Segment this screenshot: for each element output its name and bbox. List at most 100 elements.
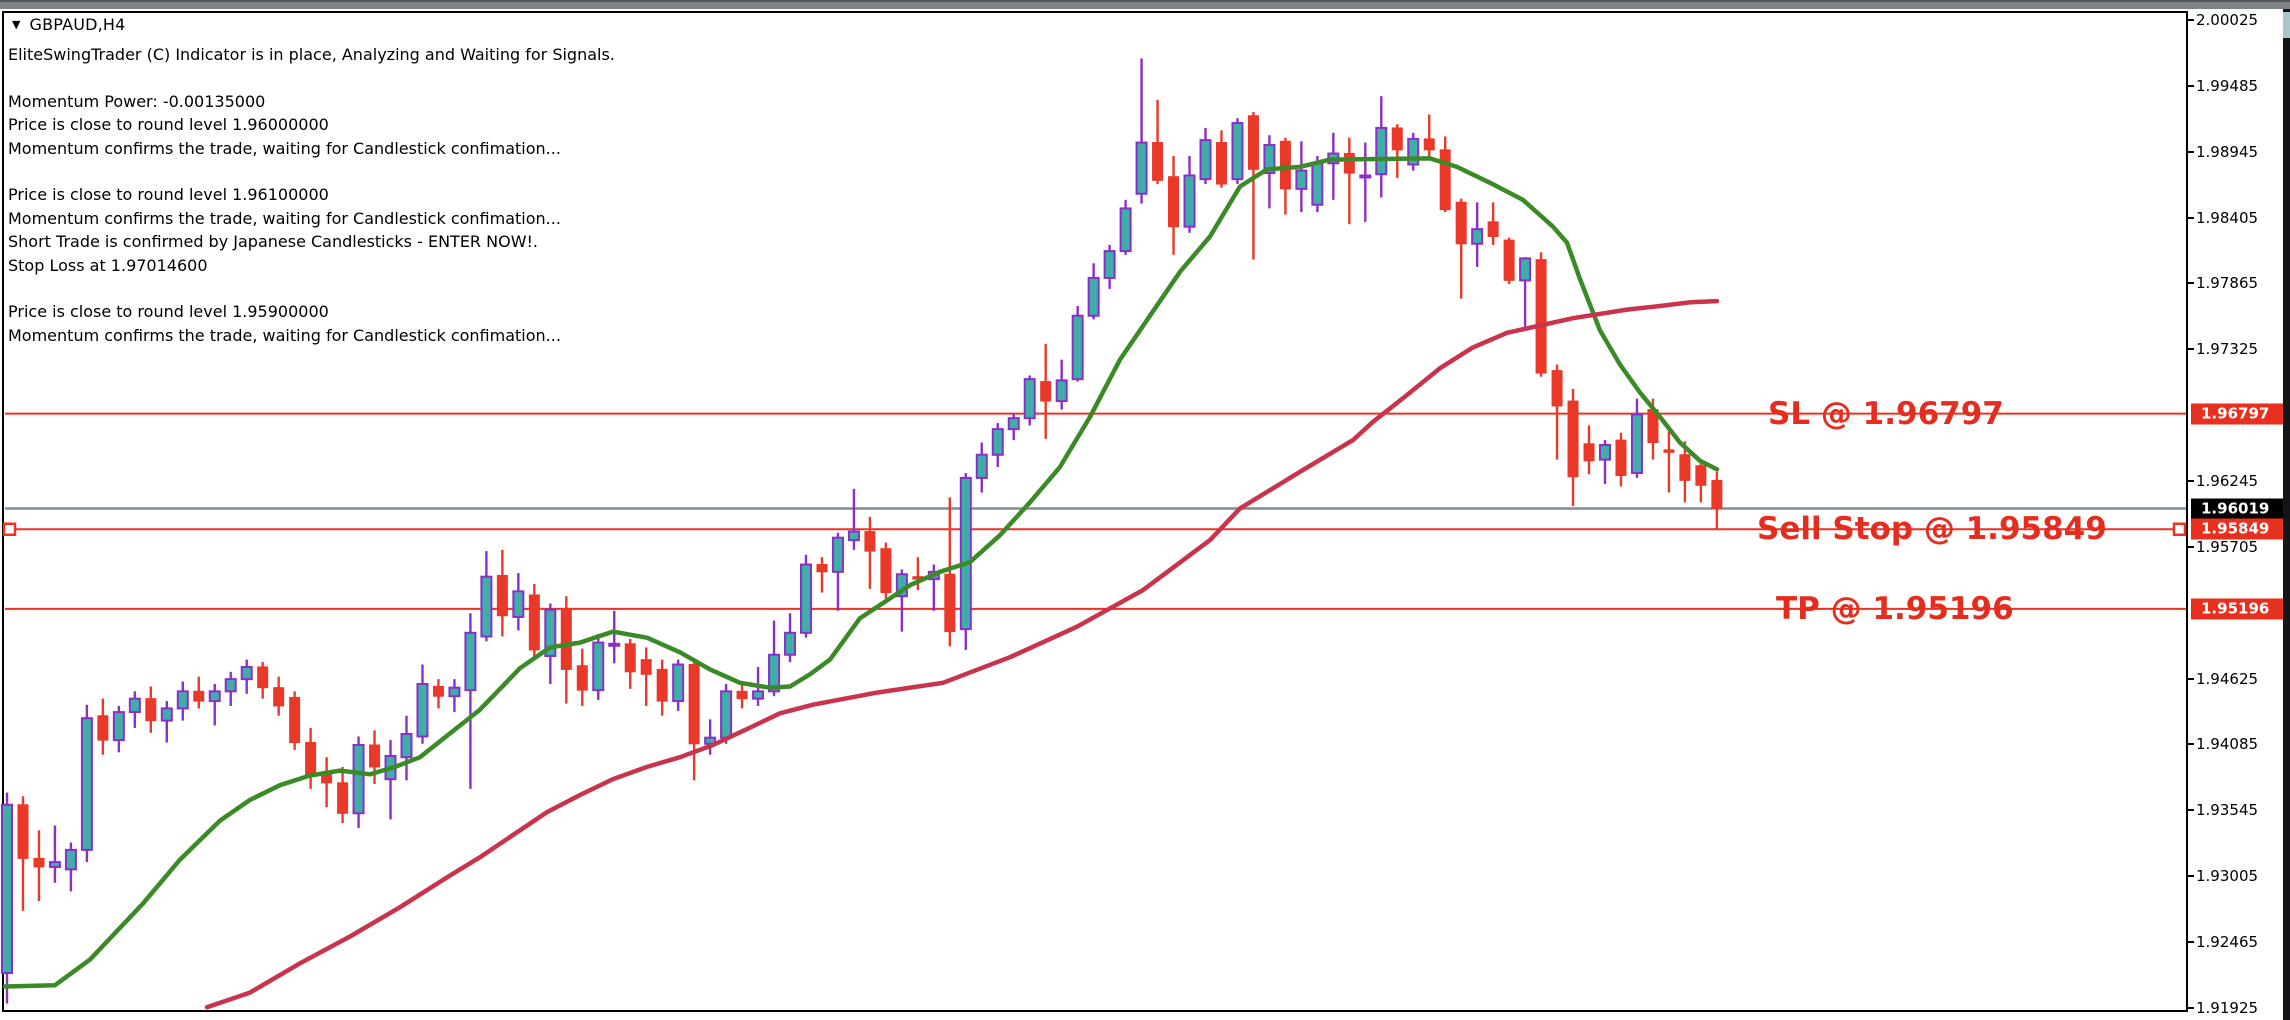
- axis-tick: [2186, 545, 2194, 548]
- candle-body-bull: [1119, 207, 1132, 253]
- indicator-comment-line: Price is close to round level 1.95900000: [8, 302, 329, 322]
- scrollbar-thumb[interactable]: [2283, 12, 2290, 38]
- candle-body-bull: [1007, 417, 1020, 431]
- candle-body-bull: [1295, 169, 1308, 190]
- candle-body-bull: [544, 608, 557, 657]
- axis-tick: [2186, 875, 2194, 878]
- candle-body-bear: [1215, 142, 1227, 185]
- candle-body-bear: [816, 564, 828, 573]
- candle-body-bull: [672, 663, 685, 703]
- candle-body-bear: [1168, 176, 1180, 228]
- candle-body-bear: [864, 531, 876, 552]
- axis-tick: [2186, 348, 2194, 351]
- candle-body-bear: [145, 698, 157, 722]
- indicator-comment-line: Momentum confirms the trade, waiting for…: [8, 325, 561, 345]
- candle-body-bear: [656, 668, 668, 702]
- sell-stop-handle[interactable]: [2, 522, 17, 537]
- candle-body-bull: [1407, 137, 1420, 166]
- axis-tick-label: 1.97325: [2196, 340, 2259, 359]
- axis-tick-label: 1.98945: [2196, 142, 2259, 161]
- candle-wick: [820, 557, 824, 593]
- candle-wick: [165, 701, 168, 743]
- trade-level-label: Sell Stop @ 1.95849: [1757, 511, 2107, 548]
- axis-tick: [2186, 677, 2194, 680]
- candle-body-bull: [208, 690, 221, 703]
- axis-tick-label: 1.91925: [2196, 998, 2259, 1017]
- candle-body-bear: [1455, 201, 1467, 245]
- candle-body-bull: [448, 686, 461, 698]
- candle-body-bear: [1247, 115, 1259, 170]
- candle-body-bear: [1551, 370, 1563, 407]
- candle-body-bull: [975, 453, 988, 479]
- candle-body-bear: [1503, 239, 1515, 281]
- candle-body-bull: [464, 631, 477, 692]
- candle-wick: [1140, 58, 1143, 204]
- axis-tick-label: 1.98405: [2196, 208, 2259, 227]
- candle-body-bear: [1583, 443, 1595, 462]
- trade-level-label: TP @ 1.95196: [1776, 590, 2014, 627]
- candle-body-bull: [752, 690, 765, 700]
- candle-body-bull: [112, 711, 125, 742]
- candle-body-bull: [1263, 143, 1276, 175]
- candle-body-bear: [1615, 439, 1627, 476]
- indicator-comment-line: Momentum Power: -0.00135000: [8, 91, 266, 111]
- down-triangle-icon[interactable]: ▼: [12, 18, 21, 31]
- candle-body-bear: [528, 594, 540, 651]
- price-axis-line: [2186, 11, 2188, 1012]
- vertical-scrollbar[interactable]: [2283, 9, 2290, 1020]
- candle-body-bull: [1023, 378, 1036, 420]
- candle-body-bull: [1359, 174, 1372, 179]
- candle-body-bear: [944, 573, 956, 633]
- axis-tick-label: 1.93005: [2196, 867, 2259, 886]
- candle-body-bear: [496, 574, 508, 617]
- axis-tick: [2186, 19, 2194, 21]
- candle-body-bull: [1519, 257, 1532, 282]
- indicator-comment-line: Stop Loss at 1.97014600: [8, 255, 208, 275]
- axis-tick-label: 1.95705: [2196, 537, 2259, 556]
- candle-body-bull: [1599, 443, 1611, 461]
- candle-wick: [1252, 112, 1255, 260]
- candle-body-bull: [224, 678, 237, 693]
- candle-body-bull: [480, 575, 493, 638]
- candle-body-bull: [592, 641, 605, 692]
- candle-body-bear: [624, 643, 636, 673]
- candle-body-bear: [1535, 259, 1547, 374]
- candle-body-bull: [80, 717, 93, 851]
- candle-body-bear: [640, 659, 652, 675]
- candle-body-bull: [1087, 276, 1100, 317]
- axis-tick: [2186, 282, 2194, 285]
- candle-body-bear: [1391, 127, 1403, 151]
- chart-border-top: [2, 11, 2188, 13]
- candle-body-bull: [64, 848, 77, 871]
- indicator-comment-line: Short Trade is confirmed by Japanese Can…: [8, 232, 539, 252]
- candle-wick: [1603, 440, 1607, 485]
- candle-wick: [1459, 198, 1463, 299]
- candle-wick: [213, 684, 216, 726]
- indicator-comment-line: Momentum confirms the trade, waiting for…: [8, 138, 561, 158]
- indicator-comment-line: Price is close to round level 1.96000000: [8, 115, 329, 135]
- candle-body-bull: [1103, 250, 1116, 279]
- candle-body-bull: [1231, 122, 1244, 181]
- price-axis[interactable]: 2.00025 1.99485 1.98945 1.98405 1.97865 1.973…: [2186, 11, 2290, 1017]
- candle-wick: [469, 613, 472, 789]
- axis-tick: [2186, 743, 2194, 746]
- candle-body-bear: [880, 548, 892, 594]
- candle-body-bear: [1663, 449, 1675, 453]
- candle-body-bear: [1040, 381, 1052, 402]
- candle-wick: [1396, 124, 1399, 178]
- candle-body-bull: [416, 683, 429, 738]
- candle-body-bull: [991, 428, 1004, 456]
- candle-body-bull: [1630, 413, 1643, 475]
- candle-body-bear: [193, 690, 205, 702]
- candle-wick: [852, 488, 856, 550]
- candle-body-bear: [1487, 221, 1499, 237]
- candle-body-bear: [1279, 140, 1291, 190]
- slow-ma-crimson: [204, 298, 1720, 1010]
- symbol-selector[interactable]: ▼ GBPAUD,H4: [12, 15, 126, 34]
- axis-tick-label: 2.00025: [2196, 11, 2259, 29]
- candle-body-bear: [273, 687, 285, 707]
- sell-stop-handle[interactable]: [2172, 522, 2187, 537]
- candle-body-bear: [305, 742, 317, 775]
- candle-body-bull: [1311, 162, 1324, 206]
